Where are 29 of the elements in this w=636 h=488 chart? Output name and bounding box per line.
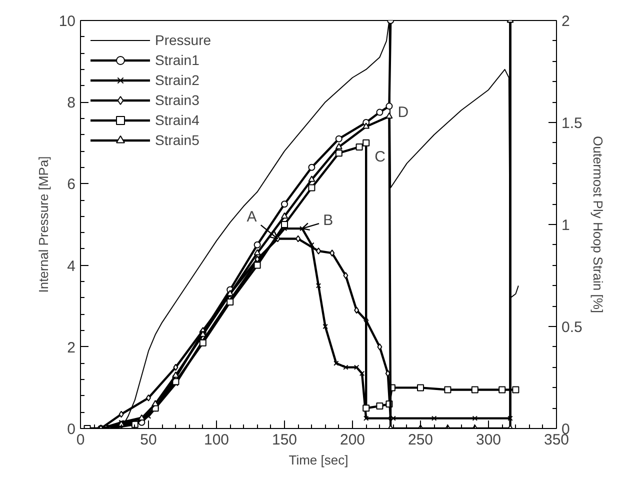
- y2-tick-label: 1: [562, 217, 570, 234]
- annotation: B: [323, 212, 334, 230]
- y-tick-label: 6: [67, 176, 76, 194]
- x-tick-label: 250: [408, 432, 434, 448]
- x-tick-label: 150: [272, 432, 298, 448]
- legend-label: Strain2: [155, 72, 200, 88]
- y-tick-label: 10: [58, 13, 76, 30]
- legend-label: Strain5: [155, 132, 200, 148]
- x-tick-label: 100: [204, 432, 230, 448]
- legend-label: Strain1: [155, 52, 200, 68]
- y-tick-label: 8: [67, 94, 76, 112]
- x-tick-label: 300: [476, 432, 502, 448]
- legend-label: Strain3: [155, 92, 200, 108]
- legend-label: Pressure: [155, 32, 212, 48]
- legend-label: Strain4: [155, 112, 200, 128]
- y2-tick-label: 2: [562, 13, 570, 30]
- annotation: D: [398, 104, 409, 121]
- y-tick-label: 0: [67, 421, 76, 438]
- annotation: A: [246, 208, 257, 226]
- y-tick-label: 2: [67, 339, 76, 356]
- y2-tick-label: 0.5: [562, 319, 582, 336]
- y-axis-title: Internal Pressure [MPa]: [36, 156, 51, 293]
- y2-axis-title: Outermost Ply Hoop Strain [%]: [590, 136, 606, 314]
- y-tick-label: 4: [67, 258, 76, 275]
- x-tick-label: 200: [340, 432, 366, 448]
- x-axis-title: Time [sec]: [288, 452, 348, 468]
- x-tick-label: 50: [140, 432, 157, 448]
- y2-tick-label: 1.5: [562, 115, 582, 132]
- annotation: C: [374, 148, 386, 166]
